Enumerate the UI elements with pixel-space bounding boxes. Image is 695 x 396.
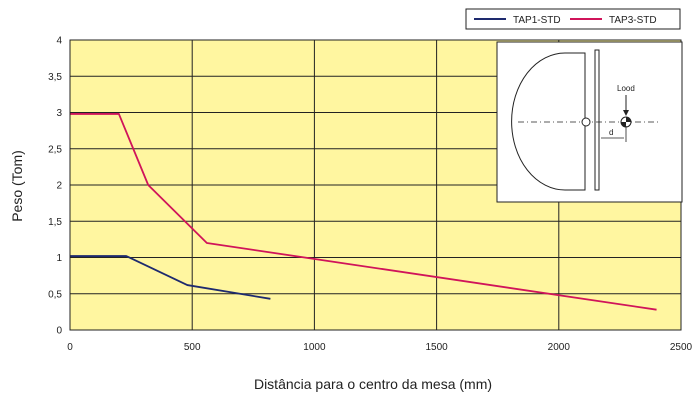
x-tick-label: 2000	[548, 342, 571, 353]
table-half-disc	[511, 52, 586, 191]
y-tick-labels: 0 0,5 1 1,5 2 2,5 3 3,5 4	[48, 36, 62, 337]
y-tick-label: 1	[56, 253, 62, 264]
y-tick-label: 0,5	[48, 289, 62, 300]
y-tick-label: 3,5	[48, 72, 62, 83]
y-tick-label: 4	[56, 36, 62, 47]
x-tick-labels: 0 500 1000 1500 2000 2500	[67, 342, 692, 353]
table-plate	[594, 49, 600, 191]
y-tick-label: 1,5	[48, 217, 62, 228]
series-line-tap1-std	[70, 255, 271, 300]
load-label: Lood	[617, 84, 635, 93]
legend-label-tap1: TAP1-STD	[513, 15, 561, 26]
y-tick-label: 0	[56, 326, 62, 337]
distance-label: d	[609, 128, 613, 137]
table-diagram: Lood d	[496, 41, 683, 203]
series-layer	[70, 113, 657, 311]
table-center-pivot	[581, 117, 591, 127]
y-tick-label: 2	[56, 181, 62, 192]
load-arrow-head	[623, 110, 629, 116]
x-axis-label: Distância para o centro da mesa (mm)	[254, 376, 492, 392]
legend-label-tap3: TAP3-STD	[609, 15, 657, 26]
x-tick-label: 500	[184, 342, 201, 353]
x-tick-label: 0	[67, 342, 73, 353]
series-line-tap3-std	[70, 113, 657, 311]
x-tick-label: 2500	[670, 342, 693, 353]
legend: TAP1-STD TAP3-STD	[465, 8, 681, 30]
x-tick-label: 1500	[425, 342, 448, 353]
load-marker-fill	[621, 117, 631, 127]
y-axis-label: Peso (Tom)	[9, 150, 25, 222]
y-tick-label: 3	[56, 108, 62, 119]
y-tick-label: 2,5	[48, 144, 62, 155]
x-tick-label: 1000	[303, 342, 326, 353]
